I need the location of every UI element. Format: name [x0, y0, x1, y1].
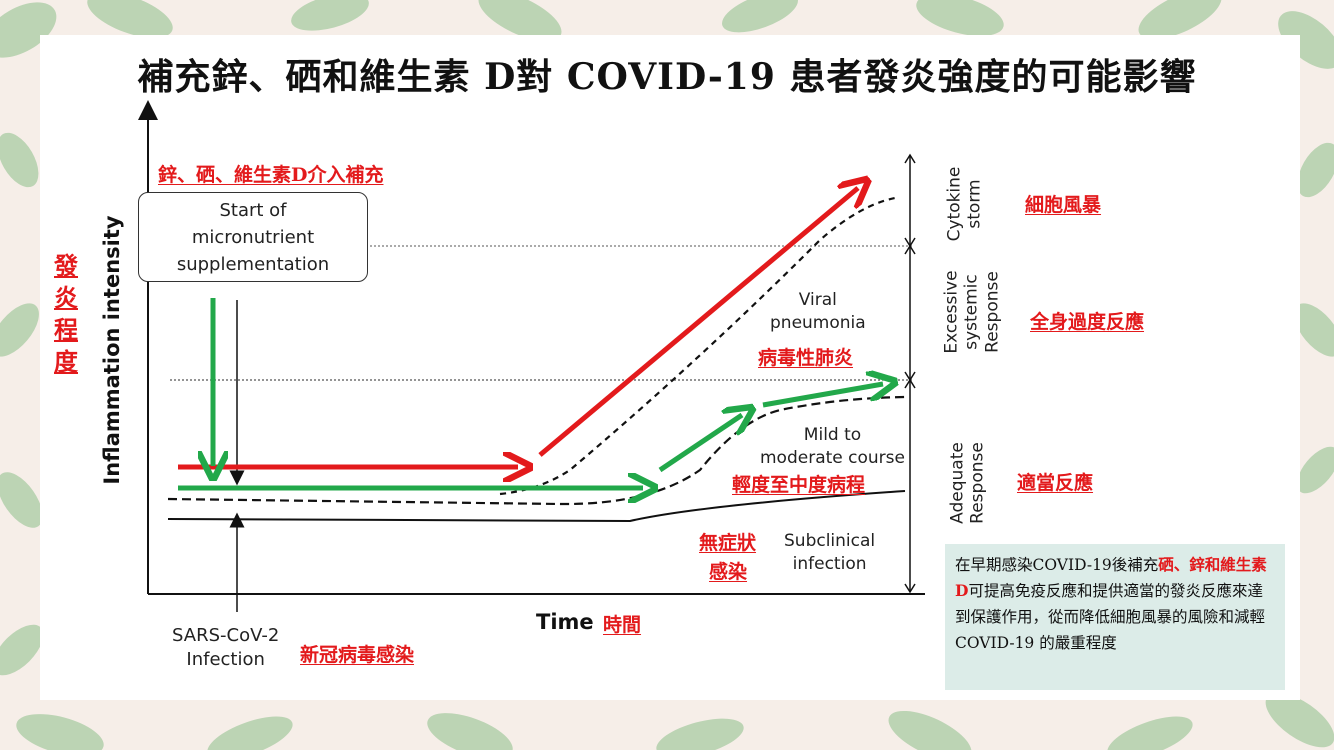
- mild-course-label: Mild to moderate course: [760, 425, 905, 468]
- supplement-box: Start of micronutrient supplementation: [138, 192, 368, 282]
- x-axis-label: Time: [536, 610, 594, 634]
- note-text-2: 可提高免疫反應和提供適當的發炎反應來達到保護作用，從而降低細胞風暴的風險和減輕 …: [955, 582, 1266, 652]
- zone-excessive-label-cn: 全身過度反應: [1030, 311, 1145, 333]
- viral-pneumonia-label: Viral pneumonia: [770, 290, 866, 333]
- y-axis-label: Inflammation intensity: [100, 215, 124, 485]
- subclinical-label-cn-2: 感染: [709, 561, 748, 583]
- green-arrow-rise: [658, 415, 742, 473]
- zone-cytokine-label: Cytokine storm: [944, 166, 985, 242]
- pneumonia-curve: [499, 196, 896, 496]
- viral-pneumonia-label-cn: 病毒性肺炎: [758, 347, 854, 369]
- x-axis-label-cn: 時間: [603, 614, 642, 636]
- subclinical-label: Subclinical infection: [784, 531, 876, 574]
- red-arrow-rise: [538, 188, 858, 457]
- supplement-label-cn: 鋅、硒、維生素D介入補充: [158, 164, 384, 186]
- note-text-1: 在早期感染COVID-19後補充: [955, 556, 1159, 574]
- infection-label: SARS-CoV-2 Infection: [172, 625, 280, 671]
- subclinical-label-cn-1: 無症狀: [699, 532, 757, 554]
- mild-course-label-cn: 輕度至中度病程: [732, 474, 866, 496]
- y-axis-label-cn: 發炎程度: [54, 251, 78, 376]
- explanation-note: 在早期感染COVID-19後補充硒、鋅和維生素D可提高免疫反應和提供適當的發炎反…: [945, 544, 1285, 690]
- infection-label-cn: 新冠病毒感染: [300, 644, 415, 666]
- green-arrow-top: [762, 384, 883, 408]
- zone-cytokine-label-cn: 細胞風暴: [1025, 194, 1102, 216]
- mild-course-curve: [167, 395, 906, 506]
- subclinical-curve: [167, 490, 906, 523]
- page-title: 補充鋅、硒和維生素 D對 COVID-19 患者發炎強度的可能影響: [137, 56, 1197, 98]
- zone-adequate-label: Adequate Response: [947, 442, 988, 524]
- supplement-box-text: Start of micronutrient supplementation: [176, 199, 330, 275]
- zone-adequate-label-cn: 適當反應: [1017, 472, 1094, 494]
- note-highlight: 硒、鋅和維生素D: [955, 555, 1267, 600]
- zone-excessive-label: Excessive systemic Response: [941, 270, 1003, 354]
